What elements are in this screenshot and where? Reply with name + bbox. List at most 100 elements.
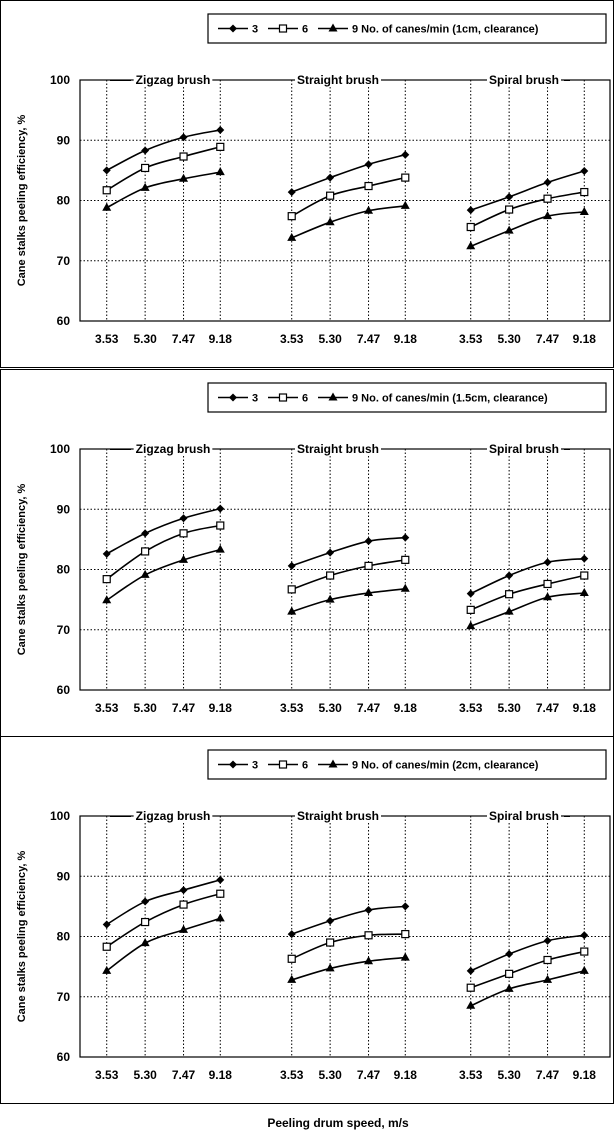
legend-marker: [229, 24, 237, 33]
series-line-3: [291, 905, 406, 935]
data-point-3: [505, 949, 514, 958]
data-point-3: [179, 886, 188, 895]
data-point-9: [543, 211, 553, 220]
data-point-9: [287, 606, 297, 615]
data-point-3: [505, 192, 514, 201]
data-point-9: [179, 554, 189, 563]
x-tick-label: 7.47: [172, 1068, 196, 1082]
data-point-3: [364, 905, 373, 914]
y-tick-label: 100: [50, 809, 70, 823]
x-tick-label: 5.30: [318, 1068, 342, 1082]
legend-label: 9 No. of canes/min (1.5cm, clearance): [352, 393, 548, 405]
data-point-3: [364, 537, 373, 546]
legend-marker: [328, 392, 338, 401]
series-line-9: [106, 548, 221, 601]
data-point-6: [326, 191, 335, 200]
group-3: Spiral brush 3.53 5.30 7.47 9.18: [459, 442, 596, 715]
x-tick-label: 7.47: [357, 1068, 381, 1082]
legend-marker: [278, 760, 288, 769]
data-point-9: [179, 173, 189, 182]
data-point-9: [504, 983, 514, 992]
data-point-6: [287, 585, 296, 594]
group-2: Straight brush 3.53 5.30 7.47 9.18: [280, 442, 417, 715]
x-tick-label: 3.53: [459, 332, 483, 346]
group-title: Straight brush: [297, 73, 379, 87]
x-tick-label: 5.30: [133, 1068, 157, 1082]
panel-3: 60 70 80 90 100 Cane stalks peeling efficienc…: [0, 736, 614, 1104]
x-tick-label: 9.18: [209, 701, 233, 715]
data-point-9: [102, 595, 112, 604]
data-point-3: [216, 504, 225, 513]
data-point-6: [102, 575, 111, 584]
series-line-3: [106, 129, 221, 172]
legend-label: 9 No. of canes/min (1cm, clearance): [352, 24, 539, 36]
data-point-9: [140, 938, 150, 947]
data-point-9: [325, 594, 335, 603]
series-line-3: [106, 507, 221, 555]
data-point-6: [364, 181, 373, 191]
data-point-9: [400, 583, 410, 592]
y-tick-label: 80: [57, 194, 71, 208]
series-line-3: [470, 934, 585, 972]
group-title-backing: [294, 442, 382, 456]
data-point-3: [326, 916, 335, 925]
data-point-9: [140, 182, 150, 191]
data-point-6: [580, 571, 589, 580]
series-line-3: [470, 557, 585, 595]
x-tick-label: 9.18: [394, 1068, 418, 1082]
panel-border: [0, 369, 614, 737]
data-point-6: [326, 571, 335, 580]
data-point-6: [543, 955, 552, 965]
legend-box: [207, 13, 607, 44]
data-point-6: [580, 947, 589, 956]
panel-2: 60 70 80 90 100 Cane stalks peeling efficienc…: [0, 369, 614, 737]
plot-frame: [79, 448, 611, 691]
series-line-9: [291, 956, 406, 981]
data-point-6: [141, 163, 150, 173]
data-point-9: [466, 621, 476, 630]
x-tick-label: 9.18: [573, 332, 597, 346]
data-point-6: [364, 561, 373, 570]
data-point-3: [287, 561, 296, 570]
data-point-3: [543, 558, 552, 567]
series-line-6: [106, 524, 221, 580]
data-point-9: [579, 206, 589, 215]
group-title-backing: [486, 809, 562, 823]
series-line-9: [470, 592, 585, 627]
series-line-9: [106, 917, 221, 972]
series-line-9: [470, 970, 585, 1007]
data-point-9: [215, 167, 225, 176]
data-point-3: [466, 966, 475, 975]
series-line-6: [291, 176, 406, 217]
y-tick-label: 80: [57, 563, 71, 577]
group-1: Zigzag brush 3.53 5.30 7.47 9.18: [95, 809, 232, 1082]
group-title: Spiral brush: [489, 809, 559, 823]
data-point-6: [179, 152, 188, 161]
x-tick-label: 9.18: [394, 701, 418, 715]
x-axis-title: Peeling drum speed, m/s: [267, 1116, 409, 1130]
data-point-3: [580, 931, 589, 940]
group-title: Spiral brush: [489, 442, 559, 456]
x-tick-label: 7.47: [357, 701, 381, 715]
panel-border: [0, 0, 614, 368]
data-point-6: [364, 931, 373, 940]
x-tick-label: 9.18: [209, 332, 233, 346]
series-line-3: [470, 170, 585, 211]
legend-label: 6: [302, 760, 308, 772]
data-point-3: [287, 188, 296, 197]
data-point-9: [400, 200, 410, 209]
series-line-6: [470, 950, 585, 989]
y-tick-label: 90: [57, 133, 71, 147]
group-title: Zigzag brush: [136, 442, 211, 456]
group-title-backing: [133, 442, 213, 456]
group-3: Spiral brush 3.53 5.30 7.47 9.18: [459, 809, 596, 1082]
group-title-backing: [294, 809, 382, 823]
legend-marker: [278, 24, 288, 33]
data-point-9: [102, 965, 112, 974]
data-point-3: [141, 897, 150, 906]
data-point-3: [401, 150, 410, 159]
x-tick-label: 5.30: [497, 1068, 521, 1082]
y-tick-label: 70: [57, 623, 71, 637]
data-point-9: [287, 974, 297, 983]
data-point-6: [580, 187, 589, 197]
